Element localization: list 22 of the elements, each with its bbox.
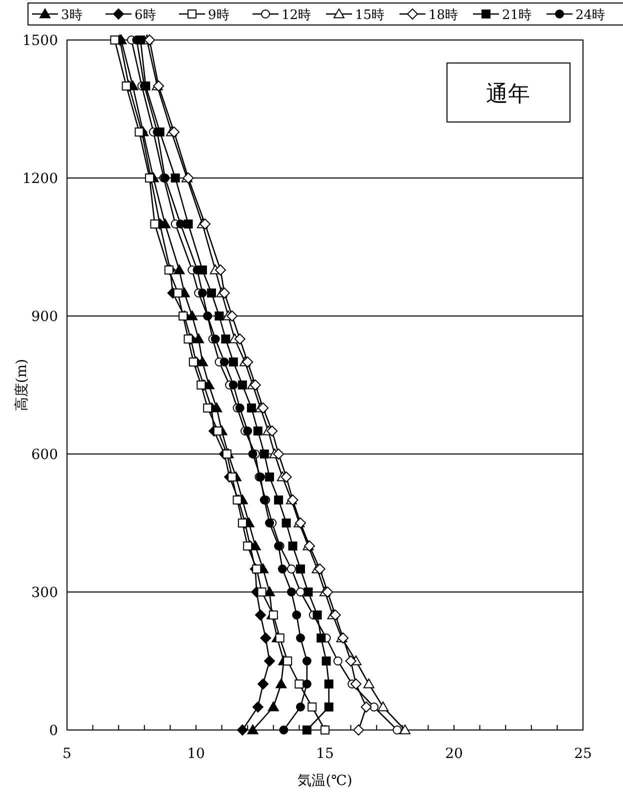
x-tick-label: 25: [574, 746, 592, 762]
x-tick-label: 15: [316, 746, 334, 762]
y-axis-title: 高度(m): [14, 358, 30, 412]
legend-label: 3時: [61, 8, 82, 23]
y-tick-label: 900: [31, 309, 58, 325]
x-tick-label: 20: [445, 746, 463, 762]
legend-label: 24時: [576, 8, 606, 23]
x-tick-label: 5: [62, 746, 72, 762]
y-tick-label: 600: [31, 447, 58, 463]
legend-label: 21時: [502, 8, 532, 23]
x-tick-label: 10: [187, 746, 205, 762]
legend-label: 9時: [208, 8, 230, 23]
x-axis-title: 気温(℃): [298, 773, 352, 789]
legend-label: 15時: [355, 8, 385, 23]
title: 通年: [446, 62, 570, 122]
legend-label: 6時: [134, 8, 156, 23]
y-tick-label: 1500: [22, 33, 58, 49]
y-tick-label: 0: [49, 723, 58, 739]
legend-label: 12時: [282, 8, 312, 23]
y-tick-label: 1200: [22, 171, 58, 187]
legend-label: 18時: [428, 8, 458, 23]
y-tick-label: 300: [31, 585, 58, 601]
